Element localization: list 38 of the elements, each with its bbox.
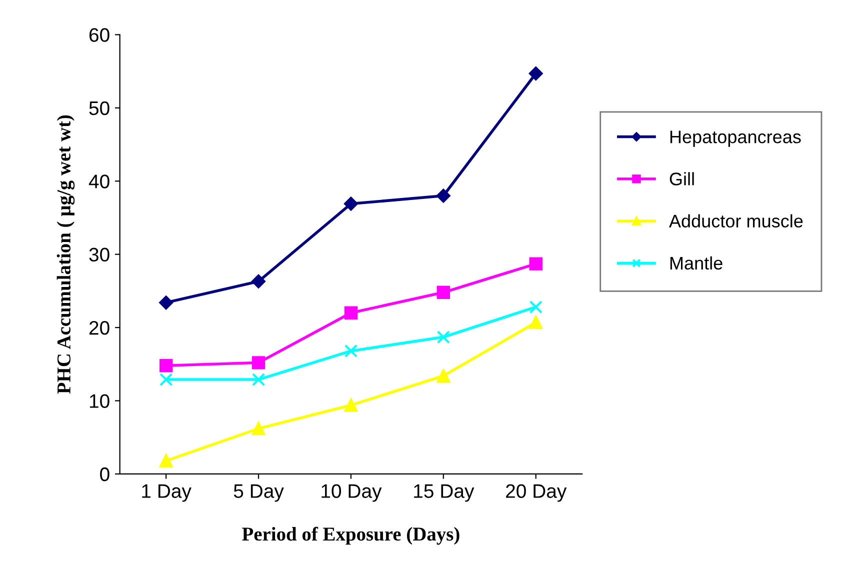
point — [252, 356, 266, 370]
point — [252, 274, 266, 288]
legend-label: Gill — [670, 172, 694, 186]
point — [252, 372, 266, 386]
x-tick-label: 10 Day — [322, 484, 382, 502]
x-tick-label: 1 Day — [142, 484, 192, 502]
legend-label: Adductor muscle — [669, 214, 803, 228]
y-tick-label: 50 — [89, 101, 110, 116]
y-tick-label: 60 — [89, 28, 110, 42]
x-tick-label: 20 Day — [506, 484, 567, 502]
point — [529, 257, 542, 270]
y-tick-label: 20 — [89, 321, 110, 335]
point — [344, 196, 358, 211]
y-tick-label: 0 — [100, 467, 110, 482]
point — [529, 300, 542, 314]
point — [344, 398, 358, 412]
point — [159, 296, 173, 310]
y-tick-label: 10 — [90, 394, 110, 408]
point — [159, 454, 173, 468]
point — [436, 188, 450, 203]
point — [436, 330, 450, 344]
y-tick-label: 30 — [89, 248, 110, 262]
point — [159, 359, 173, 372]
x-tick-label: 15 Day — [414, 484, 474, 502]
legend-label: Mantle — [670, 256, 722, 270]
y-axis-title: PHC Accumulation ( µg/g wet wt) — [56, 115, 75, 394]
point — [344, 344, 358, 358]
point — [528, 66, 543, 80]
point — [344, 306, 358, 320]
x-axis-title: Period of Exposure (Days) — [242, 526, 460, 545]
legend-label: Hepatopancreas — [670, 130, 801, 147]
point — [252, 422, 266, 436]
point — [436, 286, 450, 299]
point — [529, 316, 542, 330]
x-tick-label: 5 Day — [234, 484, 284, 502]
y-tick-label: 40 — [88, 174, 110, 188]
point — [436, 369, 450, 382]
point — [159, 372, 173, 386]
